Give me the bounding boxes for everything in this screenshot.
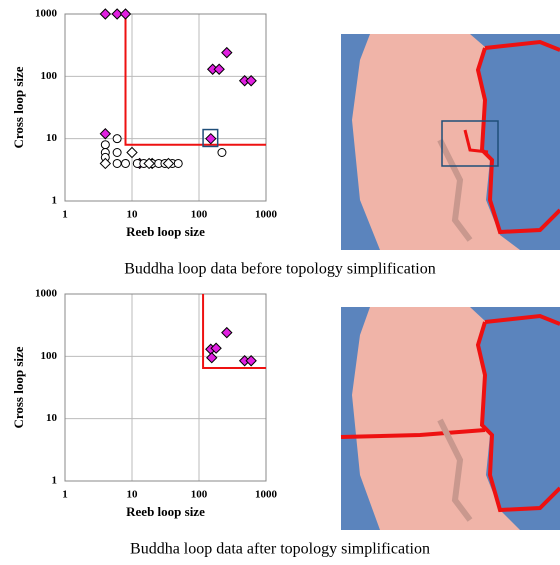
point	[101, 141, 109, 149]
caption: Buddha loop data after topology simplifi…	[130, 541, 430, 558]
point	[122, 159, 130, 167]
point	[113, 135, 121, 143]
plot-area	[65, 14, 266, 201]
x-axis-label: Reeb loop size	[126, 224, 205, 239]
caption: Buddha loop data before topology simplif…	[124, 261, 436, 278]
page: 1 10 100 1000 1 10 100 1000 Reeb loop size Cross …	[0, 0, 560, 565]
y-tick-label: 1000	[35, 8, 58, 20]
y-tick-label: 1000	[35, 288, 58, 300]
render-image	[341, 307, 560, 530]
render-image	[341, 34, 560, 250]
point	[218, 148, 226, 156]
figure: 1 10 100 1000 1 10 100 1000 Reeb loop size Cross …	[0, 0, 560, 565]
x-tick-label: 1	[62, 489, 68, 501]
x-tick-label: 10	[127, 209, 139, 221]
y-tick-label: 100	[41, 70, 58, 82]
y-axis-label: Cross loop size	[11, 346, 26, 428]
x-tick-label: 1	[62, 209, 68, 221]
x-tick-label: 100	[191, 489, 208, 501]
plot-area	[65, 294, 266, 481]
x-tick-label: 1000	[255, 489, 278, 501]
y-tick-label: 1	[52, 195, 58, 207]
point	[113, 148, 121, 156]
point	[113, 159, 121, 167]
point	[174, 159, 182, 167]
x-tick-label: 10	[127, 489, 139, 501]
y-tick-label: 10	[46, 132, 58, 144]
y-axis-label: Cross loop size	[11, 66, 26, 148]
x-tick-label: 100	[191, 209, 208, 221]
y-tick-label: 1	[52, 475, 58, 487]
y-tick-label: 100	[41, 350, 58, 362]
y-tick-label: 10	[46, 412, 58, 424]
x-axis-label: Reeb loop size	[126, 504, 205, 519]
x-tick-label: 1000	[255, 209, 278, 221]
